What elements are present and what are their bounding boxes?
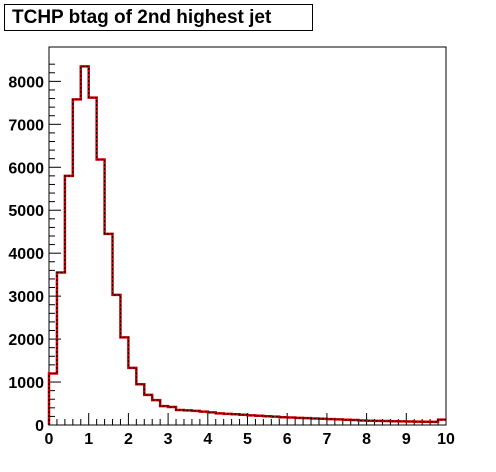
y-tick-label: 8000 [8, 74, 44, 91]
x-tick-label: 0 [45, 431, 54, 448]
y-tick-label: 4000 [8, 246, 44, 263]
x-tick-label: 2 [124, 431, 133, 448]
y-tick-label: 1000 [8, 375, 44, 392]
y-tick-labels: 0 1000 2000 3000 4000 5000 6000 7000 8000 [8, 74, 44, 435]
x-tick-label: 3 [164, 431, 173, 448]
series-group [47, 65, 446, 425]
x-tick-label: 7 [322, 431, 331, 448]
y-tick-label: 6000 [8, 160, 44, 177]
y-tick-label: 2000 [8, 332, 44, 349]
x-tick-label: 10 [437, 431, 455, 448]
chart-title: TCHP btag of 2nd highest jet [4, 4, 313, 31]
y-tick-label: 5000 [8, 203, 44, 220]
x-tick-label: 8 [362, 431, 371, 448]
y-tick-label: 0 [35, 418, 44, 435]
x-tick-label: 4 [203, 431, 212, 448]
x-tick-label: 6 [283, 431, 292, 448]
x-tick-label: 5 [243, 431, 252, 448]
axis-ticks [48, 63, 447, 426]
x-tick-label: 9 [402, 431, 411, 448]
x-tick-labels: 0 1 2 3 4 5 6 7 8 9 10 [45, 431, 455, 448]
y-tick-label: 3000 [8, 289, 44, 306]
plot-frame [48, 46, 447, 426]
y-tick-label: 7000 [8, 117, 44, 134]
histogram-series-1 [47, 65, 446, 425]
histogram-series-2 [48, 65, 446, 425]
x-tick-label: 1 [84, 431, 93, 448]
